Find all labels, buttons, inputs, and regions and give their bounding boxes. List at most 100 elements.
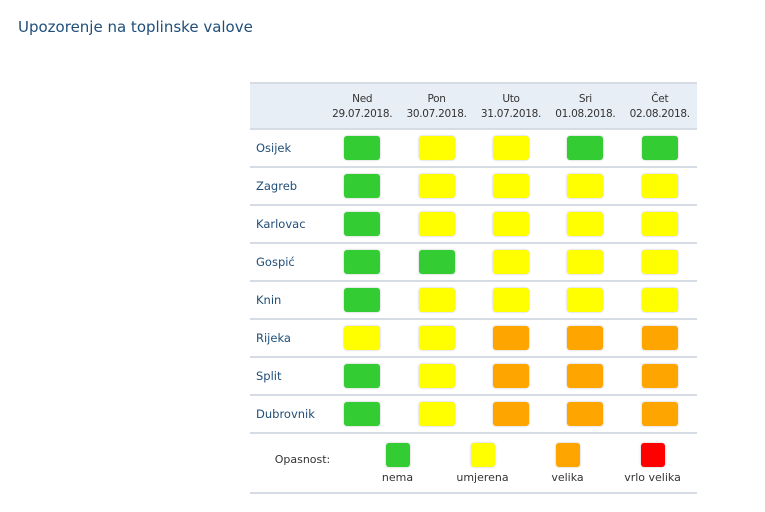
legend-swatch [555,442,580,467]
table-row: Split [250,358,697,396]
warning-cell [623,402,697,426]
warning-level-nema [344,136,381,160]
warning-cell [623,364,697,388]
warning-cell [399,250,473,274]
warning-cell [399,402,473,426]
warning-level-velika [567,326,604,350]
warning-cell [399,174,473,198]
warning-level-nema [344,364,381,388]
warning-cell [623,250,697,274]
city-name: Karlovac [256,217,306,231]
day-name: Ned [352,93,373,105]
day-header: Sri 01.08.2018. [548,84,622,128]
city-name: Split [256,369,282,383]
warning-cell [474,250,548,274]
warning-level-umjerena [492,250,529,274]
day-date: 31.07.2018. [480,108,542,120]
warning-cell [548,136,622,160]
city-name: Osijek [256,141,292,155]
warning-level-umjerena [641,212,678,236]
table-row: Zagreb [250,168,697,206]
warning-cell [474,326,548,350]
warning-level-umjerena [567,250,604,274]
warning-level-nema [567,136,604,160]
warning-cell [399,136,473,160]
warning-level-nema [344,402,381,426]
city-name: Zagreb [256,179,298,193]
warning-level-umjerena [418,174,455,198]
day-date: 01.08.2018. [555,108,616,120]
day-header: Ned 29.07.2018. [325,84,399,128]
day-date: 29.07.2018. [332,108,393,120]
header-empty-cell [250,84,325,128]
warning-level-umjerena [641,250,678,274]
table-row: Gospić [250,244,697,282]
warning-cell [325,288,399,312]
legend-swatch [470,442,495,467]
warning-level-velika [641,364,678,388]
legend-item: vrlo velika [610,442,695,484]
warning-level-umjerena [567,174,604,198]
warning-level-umjerena [418,136,455,160]
warning-cell [474,364,548,388]
warning-cell [399,288,473,312]
warning-cell [474,212,548,236]
warning-cell [623,288,697,312]
warning-cell [399,212,473,236]
warning-cell [474,402,548,426]
warning-cell [399,364,473,388]
warning-level-umjerena [418,364,455,388]
legend-item-label: nema [381,470,414,484]
warning-cell [325,402,399,426]
table-header: Ned 29.07.2018. Pon 30.07.2018. Uto 31.07.201… [250,82,697,130]
warning-level-umjerena [492,288,529,312]
legend-item-label: velika [551,470,584,484]
day-date: 02.08.2018. [629,108,690,120]
city-name: Knin [256,293,282,307]
warning-level-nema [344,288,381,312]
warning-level-umjerena [344,326,381,350]
table-row: Karlovac [250,206,697,244]
warning-level-umjerena [418,212,455,236]
warning-level-umjerena [641,288,678,312]
warning-level-velika [641,326,678,350]
day-name: Uto [502,93,520,105]
warning-level-nema [344,212,381,236]
warning-level-nema [344,250,381,274]
day-name: Sri [578,93,592,105]
warning-cell [623,326,697,350]
warning-cell [325,364,399,388]
warning-cell [548,250,622,274]
warning-level-velika [492,326,529,350]
legend-label: Opasnost: [274,452,331,466]
warning-cell [623,174,697,198]
warning-cell [474,288,548,312]
warning-cell [548,364,622,388]
warning-level-velika [641,402,678,426]
legend-item-label: umjerena [456,470,509,484]
table-row: Rijeka [250,320,697,358]
warning-level-velika [567,402,604,426]
warning-cell [548,326,622,350]
warning-cell [325,250,399,274]
warning-cell [474,174,548,198]
day-header: Uto 31.07.2018. [474,84,548,128]
warning-level-velika [567,364,604,388]
day-header: Čet 02.08.2018. [623,84,697,128]
city-name: Dubrovnik [256,407,315,421]
warning-level-nema [344,174,381,198]
warning-cell [548,402,622,426]
warning-cell [325,174,399,198]
warning-cell [548,212,622,236]
warning-level-umjerena [492,136,529,160]
warning-level-umjerena [492,212,529,236]
warning-cell [325,326,399,350]
warning-level-umjerena [418,402,455,426]
warning-cell [325,136,399,160]
warning-level-umjerena [492,174,529,198]
legend: Opasnost: nema umjerena velika vrlo velika [250,434,697,494]
warning-level-velika [492,402,529,426]
legend-item-label: vrlo velika [624,470,681,484]
table-row: Dubrovnik [250,396,697,434]
legend-swatch [385,442,410,467]
